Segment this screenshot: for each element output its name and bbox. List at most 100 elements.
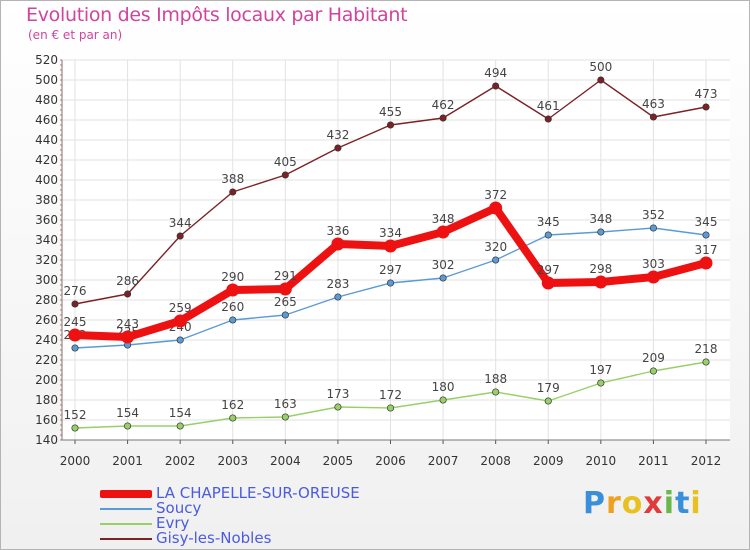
y-minor-tick: [60, 59, 62, 61]
data-point: [176, 422, 184, 430]
y-minor-tick: [60, 89, 62, 91]
y-minor-tick: [60, 429, 62, 431]
y-minor-tick: [60, 309, 62, 311]
data-label: 302: [432, 258, 455, 272]
data-point: [649, 113, 657, 121]
legend-swatch: [100, 522, 152, 525]
y-minor-tick: [60, 184, 62, 186]
data-point: [229, 316, 237, 324]
y-minor-tick: [60, 319, 62, 321]
data-point: [124, 290, 132, 298]
x-tick-label: 2011: [638, 454, 669, 468]
data-point: [702, 358, 710, 366]
data-point: [597, 379, 605, 387]
y-minor-tick: [60, 94, 62, 96]
proxiti-logo: Proxiti: [583, 486, 702, 521]
data-label: 462: [432, 98, 455, 112]
data-point: [492, 256, 500, 264]
y-tick-label: 300: [35, 273, 58, 287]
y-minor-tick: [60, 299, 62, 301]
y-minor-tick: [60, 134, 62, 136]
data-point: [71, 344, 79, 352]
legend-item-la-chapelle: LA CHAPELLE-SUR-OREUSE: [100, 484, 360, 502]
y-minor-tick: [60, 384, 62, 386]
data-point: [544, 115, 552, 123]
y-minor-tick: [60, 279, 62, 281]
y-minor-tick: [60, 374, 62, 376]
y-minor-tick: [60, 114, 62, 116]
y-tick-label: 500: [35, 73, 58, 87]
y-minor-tick: [60, 249, 62, 251]
data-label: 348: [589, 212, 612, 226]
y-minor-tick: [60, 99, 62, 101]
data-label: 276: [64, 284, 87, 298]
data-point: [331, 237, 345, 251]
data-label: 154: [169, 406, 192, 420]
y-minor-tick: [60, 229, 62, 231]
plot-area: [62, 60, 730, 440]
data-point: [281, 311, 289, 319]
y-tick-label: 480: [35, 93, 58, 107]
y-minor-tick: [60, 424, 62, 426]
data-point: [594, 275, 608, 289]
legend-label: Evry: [156, 514, 190, 532]
data-point: [71, 424, 79, 432]
y-minor-tick: [60, 194, 62, 196]
y-minor-tick: [60, 109, 62, 111]
data-label: 317: [695, 243, 718, 257]
y-minor-tick: [60, 264, 62, 266]
y-minor-tick: [60, 119, 62, 121]
y-tick-label: 520: [35, 53, 58, 67]
data-point: [597, 228, 605, 236]
y-minor-tick: [60, 409, 62, 411]
data-point: [541, 276, 555, 290]
y-minor-tick: [60, 149, 62, 151]
y-minor-tick: [60, 369, 62, 371]
y-minor-tick: [60, 339, 62, 341]
data-label: 405: [274, 155, 297, 169]
data-label: 265: [274, 295, 297, 309]
data-point: [386, 279, 395, 287]
data-point: [281, 171, 289, 179]
y-tick-label: 240: [35, 333, 58, 347]
data-label: 463: [642, 97, 665, 111]
data-label: 209: [642, 351, 665, 365]
data-point: [68, 328, 82, 342]
data-point: [702, 231, 710, 239]
data-point: [124, 422, 132, 430]
y-minor-tick: [60, 169, 62, 171]
y-minor-tick: [60, 404, 62, 406]
data-point: [334, 403, 342, 411]
data-point: [281, 413, 289, 421]
y-minor-tick: [60, 239, 62, 241]
data-label: 298: [589, 262, 612, 276]
y-minor-tick: [60, 219, 62, 221]
y-minor-tick: [60, 214, 62, 216]
data-label: 297: [537, 263, 560, 277]
data-point: [226, 283, 240, 297]
y-tick-label: 460: [35, 113, 58, 127]
legend-item-evry: Evry: [100, 514, 189, 532]
data-label: 218: [695, 342, 718, 356]
y-minor-tick: [60, 69, 62, 71]
y-minor-tick: [60, 284, 62, 286]
y-minor-tick: [60, 259, 62, 261]
data-point: [489, 201, 503, 215]
data-label: 500: [589, 60, 612, 74]
data-label: 494: [484, 66, 507, 80]
y-minor-tick: [60, 104, 62, 106]
y-minor-tick: [60, 389, 62, 391]
legend-swatch: [100, 537, 152, 540]
data-label: 336: [326, 224, 349, 238]
data-point: [386, 121, 395, 129]
data-label: 291: [274, 269, 297, 283]
y-minor-tick: [60, 414, 62, 416]
y-minor-tick: [60, 334, 62, 336]
data-point: [649, 367, 657, 375]
data-point: [439, 114, 447, 122]
y-minor-tick: [60, 144, 62, 146]
data-label: 344: [169, 216, 192, 230]
y-minor-tick: [60, 199, 62, 201]
data-label: 372: [484, 188, 507, 202]
